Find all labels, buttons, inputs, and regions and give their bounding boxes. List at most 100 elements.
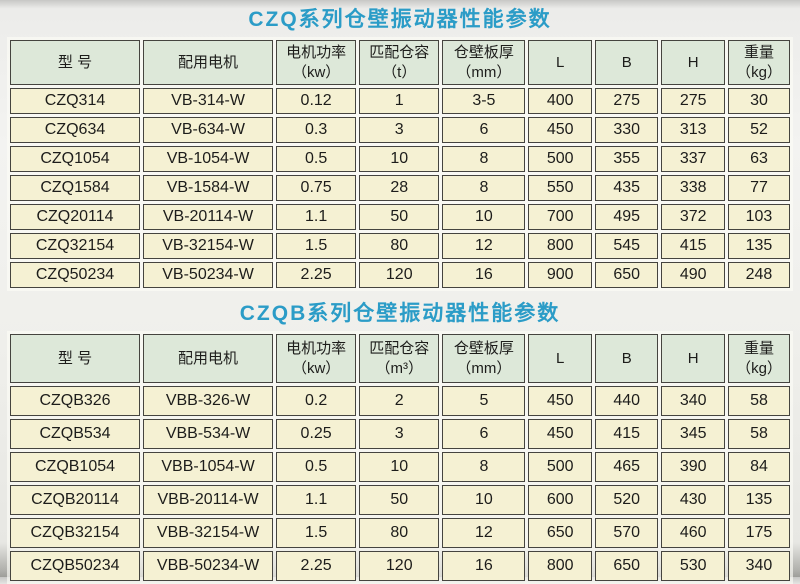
table-cell: 50 <box>359 485 440 516</box>
table-cell: 175 <box>727 518 790 549</box>
column-header: 电机功率 （kw） <box>276 40 357 86</box>
table-cell: 3 <box>359 419 440 450</box>
table-cell: 415 <box>661 233 725 260</box>
table-cell: 77 <box>727 175 790 202</box>
table-cell: 6 <box>442 117 526 144</box>
table-row: CZQB534 VBB-534-W 0.25 3 6 450 415 345 58 <box>10 419 790 450</box>
table-cell: 800 <box>528 233 592 260</box>
czq-table-title: CZQ系列仓壁振动器性能参数 <box>248 8 552 31</box>
table-cell: VBB-534-W <box>143 419 274 450</box>
table-cell: CZQ314 <box>10 88 141 115</box>
table-cell: 52 <box>727 117 790 144</box>
table-cell: 465 <box>594 452 659 483</box>
table-cell: 337 <box>661 146 725 173</box>
table-cell: 5 <box>442 386 526 417</box>
table-cell: 6 <box>442 419 526 450</box>
table-cell: 58 <box>727 386 790 417</box>
table-row: CZQ50234 VB-50234-W 2.25 120 16 900 650 490 248 <box>10 262 790 289</box>
column-header: 型 号 <box>10 334 141 384</box>
column-header: B <box>594 334 659 384</box>
table-cell: 490 <box>661 262 725 289</box>
table-cell: CZQ32154 <box>10 233 141 260</box>
table-cell: CZQ634 <box>10 117 141 144</box>
table-cell: 8 <box>442 146 526 173</box>
table-cell: 63 <box>727 146 790 173</box>
table-cell: 2.25 <box>276 262 357 289</box>
table-row: CZQB1054 VBB-1054-W 0.5 10 8 500 465 390 84 <box>10 452 790 483</box>
table-cell: 338 <box>661 175 725 202</box>
table-cell: 80 <box>359 518 440 549</box>
table-cell: 1.5 <box>276 233 357 260</box>
table-cell: 460 <box>661 518 725 549</box>
table-cell: 1.5 <box>276 518 357 549</box>
table-header-row: 型 号配用电机 电机功率 （kw） 匹配仓容 （t） 仓壁板厚 （mm） L B H 重量 （… <box>10 40 790 86</box>
table-cell: 10 <box>442 485 526 516</box>
table-cell: 650 <box>594 551 659 582</box>
column-header: 重量 （kg） <box>727 334 790 384</box>
table-cell: 84 <box>727 452 790 483</box>
table-cell: 58 <box>727 419 790 450</box>
table-cell: 0.2 <box>276 386 357 417</box>
table-cell: 8 <box>442 175 526 202</box>
table-cell: 415 <box>594 419 659 450</box>
table-cell: 650 <box>594 262 659 289</box>
table-cell: 103 <box>727 204 790 231</box>
table-cell: VBB-326-W <box>143 386 274 417</box>
table-cell: 80 <box>359 233 440 260</box>
table-cell: CZQ20114 <box>10 204 141 231</box>
column-header: L <box>528 40 592 86</box>
table-cell: VB-1054-W <box>143 146 274 173</box>
table-row: CZQ314 VB-314-W 0.12 1 3-5 400 275 275 30 <box>10 88 790 115</box>
table-cell: 355 <box>594 146 659 173</box>
table-cell: 345 <box>661 419 725 450</box>
table-cell: 0.12 <box>276 88 357 115</box>
table-cell: 570 <box>594 518 659 549</box>
table-cell: 1.1 <box>276 485 357 516</box>
table-cell: VB-20114-W <box>143 204 274 231</box>
table-cell: 430 <box>661 485 725 516</box>
table-cell: 30 <box>727 88 790 115</box>
table-cell: 550 <box>528 175 592 202</box>
table-cell: 2 <box>359 386 440 417</box>
table-cell: CZQB534 <box>10 419 141 450</box>
table-cell: 28 <box>359 175 440 202</box>
table-cell: 372 <box>661 204 725 231</box>
table-cell: 275 <box>594 88 659 115</box>
column-header: 匹配仓容 （m³） <box>359 334 440 384</box>
table-cell: 10 <box>359 452 440 483</box>
table-cell: 10 <box>442 204 526 231</box>
table-cell: 50 <box>359 204 440 231</box>
czqb-table-title: CZQB系列仓壁振动器性能参数 <box>239 302 561 326</box>
table-cell: VBB-32154-W <box>143 518 274 549</box>
table-cell: VB-1584-W <box>143 175 274 202</box>
table-row: CZQB50234 VBB-50234-W 2.25 120 16 800 650 530 34… <box>10 551 790 582</box>
table-cell: 650 <box>528 518 592 549</box>
table-row: CZQ634 VB-634-W 0.3 3 6 450 330 313 52 <box>10 117 790 144</box>
table-cell: 3-5 <box>442 88 526 115</box>
table-cell: 330 <box>594 117 659 144</box>
table-cell: 390 <box>661 452 725 483</box>
table-row: CZQ1054 VB-1054-W 0.5 10 8 500 355 337 63 <box>10 146 790 173</box>
table-cell: 248 <box>727 262 790 289</box>
table-cell: 450 <box>528 386 592 417</box>
table-cell: 700 <box>528 204 592 231</box>
table-cell: 800 <box>528 551 592 582</box>
column-header: 重量 （kg） <box>727 40 790 86</box>
table-cell: 120 <box>359 262 440 289</box>
column-header: 配用电机 <box>143 334 274 384</box>
table-cell: VB-50234-W <box>143 262 274 289</box>
table-cell: VB-314-W <box>143 88 274 115</box>
table-cell: 12 <box>442 233 526 260</box>
table-cell: 0.5 <box>276 146 357 173</box>
table-cell: 12 <box>442 518 526 549</box>
table-cell: 340 <box>661 386 725 417</box>
table-cell: CZQB20114 <box>10 485 141 516</box>
table-cell: 440 <box>594 386 659 417</box>
table-row: CZQ1584 VB-1584-W 0.75 28 8 550 435 338 77 <box>10 175 790 202</box>
table-cell: 0.25 <box>276 419 357 450</box>
table-cell: 520 <box>594 485 659 516</box>
table-row: CZQ32154 VB-32154-W 1.5 80 12 800 545 415 135 <box>10 233 790 260</box>
column-header: 型 号 <box>10 40 141 86</box>
column-header: L <box>528 334 592 384</box>
